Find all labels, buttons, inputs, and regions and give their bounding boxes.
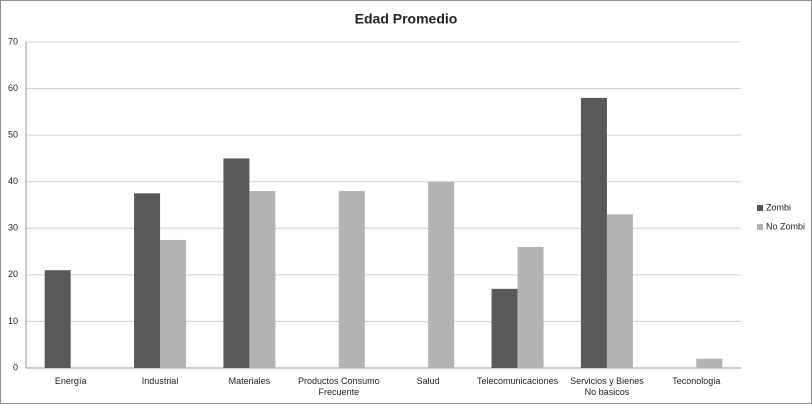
y-tick-label: 10 (8, 316, 18, 326)
x-tick-label: Energía (54, 376, 87, 386)
legend-label: No Zombi (766, 221, 805, 231)
y-tick-label: 20 (8, 269, 18, 279)
y-tick-label: 30 (8, 223, 18, 233)
bar (491, 288, 518, 368)
y-tick-label: 60 (8, 83, 18, 93)
bar (338, 191, 365, 368)
bar (580, 97, 607, 368)
bar (696, 358, 723, 368)
bar (606, 214, 633, 368)
x-tick-label: Salud (416, 376, 440, 386)
x-tick-label: Industrial (141, 376, 179, 386)
legend-swatch (757, 205, 763, 211)
x-tick-label: Productos Consumo Frecuente (298, 376, 380, 397)
bar (134, 193, 161, 368)
y-tick-label: 0 (13, 362, 18, 372)
legend-label: Zombi (766, 202, 791, 212)
legend-swatch (757, 224, 763, 230)
bar (44, 270, 71, 368)
x-tick-label: Servicios y Bienes No basicos (570, 376, 644, 397)
bar (160, 239, 187, 368)
x-tick-label: Telecomunicaciones (477, 376, 559, 386)
x-tick-label: Materiales (228, 376, 271, 386)
bar (517, 246, 544, 368)
bar (428, 181, 455, 368)
y-tick-label: 50 (8, 130, 18, 140)
bar (223, 158, 250, 368)
x-tick-label: Teconologia (672, 376, 721, 386)
y-tick-label: 70 (8, 36, 18, 46)
bar (249, 191, 276, 368)
chart-title: Edad Promedio (355, 11, 458, 27)
y-tick-label: 40 (8, 176, 18, 186)
